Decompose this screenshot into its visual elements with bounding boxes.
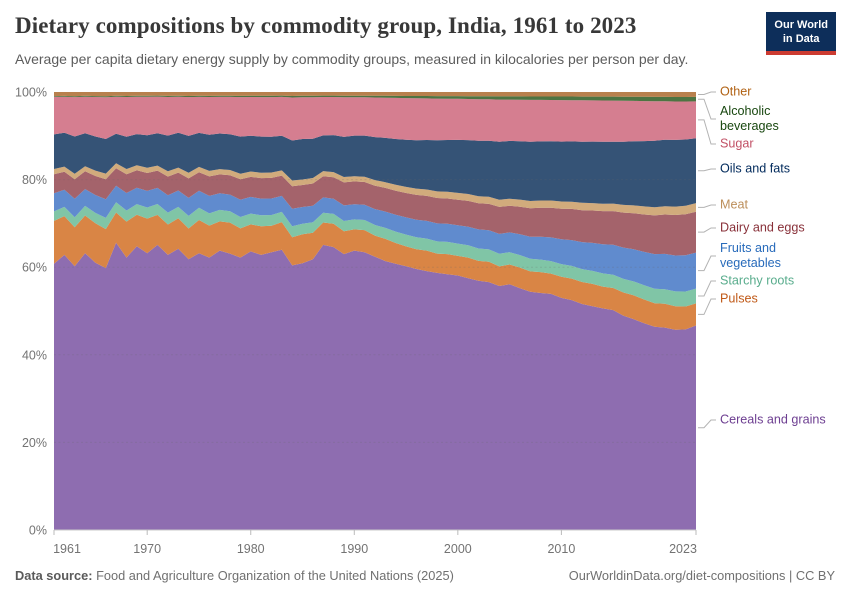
area-other[interactable] xyxy=(54,92,696,97)
data-source-text: Food and Agriculture Organization of the… xyxy=(92,568,454,583)
credit-link[interactable]: OurWorldinData.org/diet-compositions | C… xyxy=(568,568,835,583)
legend-connector-meat xyxy=(698,204,716,208)
x-tick-label-2010: 2010 xyxy=(547,542,575,556)
legend-label-alcoholic-beverages[interactable]: Alcoholic beverages xyxy=(720,104,779,133)
x-tick-label-1990: 1990 xyxy=(340,542,368,556)
y-tick-label-0: 0% xyxy=(29,524,47,538)
legend-label-cereals-and-grains[interactable]: Cereals and grains xyxy=(720,412,826,427)
area-sugar[interactable] xyxy=(54,96,696,142)
owid-logo[interactable]: Our World in Data xyxy=(766,12,836,55)
chart-footer: Data source: Food and Agriculture Organi… xyxy=(15,568,835,583)
legend-label-other[interactable]: Other xyxy=(720,84,752,99)
area-cereals-and-grains[interactable] xyxy=(54,242,696,530)
legend-connector-other xyxy=(698,91,716,95)
area-alcoholic-beverages[interactable] xyxy=(54,95,696,102)
y-tick-label-20: 20% xyxy=(22,436,47,450)
legend-label-fruits-and-vegetables[interactable]: Fruits and vegetables xyxy=(720,241,781,270)
data-source-label: Data source: xyxy=(15,568,93,583)
area-starchy-roots[interactable] xyxy=(54,202,696,307)
legend-label-pulses[interactable]: Pulses xyxy=(720,291,758,306)
x-tick-label-2023: 2023 xyxy=(669,542,697,556)
legend-connector-oils-and-fats xyxy=(698,168,716,172)
area-oils-and-fats[interactable] xyxy=(54,132,696,208)
legend-connector-pulses xyxy=(698,298,716,315)
chart-subtitle: Average per capita dietary energy supply… xyxy=(15,51,689,67)
legend-label-meat[interactable]: Meat xyxy=(720,197,748,212)
x-tick-label-1970: 1970 xyxy=(133,542,161,556)
x-tick-label-1961: 1961 xyxy=(53,542,81,556)
legend-connector-alcoholic-beverages xyxy=(698,98,716,120)
stacked-area-chart: 0% 20% 40% 60% 80% 100% 1961 1970 1980 1990 2000 20… xyxy=(0,80,850,560)
y-tick-label-60: 60% xyxy=(22,261,47,275)
x-tick-label-2000: 2000 xyxy=(444,542,472,556)
area-meat[interactable] xyxy=(54,163,696,216)
legend-label-starchy-roots[interactable]: Starchy roots xyxy=(720,273,795,288)
area-pulses[interactable] xyxy=(54,212,696,330)
legend-label-sugar[interactable]: Sugar xyxy=(720,136,754,151)
legend-connector-starchy-roots xyxy=(698,280,716,297)
data-source-note: Data source: Food and Agriculture Organi… xyxy=(15,568,454,583)
chart-canvas[interactable]: 0% 20% 40% 60% 80% 100% 1961 1970 1980 1990 2000 20… xyxy=(0,80,850,560)
owid-logo-line1: Our World xyxy=(774,19,828,31)
y-tick-label-100: 100% xyxy=(15,86,47,100)
legend-connector-cereals-and-grains xyxy=(698,419,716,429)
x-tick-label-1980: 1980 xyxy=(237,542,265,556)
area-fruits-and-vegetables[interactable] xyxy=(54,185,696,292)
y-tick-label-80: 80% xyxy=(22,173,47,187)
legend-connector-fruits-and-vegetables xyxy=(698,255,716,272)
y-tick-label-40: 40% xyxy=(22,348,47,362)
page-title: Dietary compositions by commodity group,… xyxy=(15,13,637,38)
legend-label-oils-and-fats[interactable]: Oils and fats xyxy=(720,161,790,176)
legend-label-dairy-and-eggs[interactable]: Dairy and eggs xyxy=(720,220,805,235)
area-dairy-and-eggs[interactable] xyxy=(54,168,696,256)
legend-connector-dairy-and-eggs xyxy=(698,227,716,233)
owid-logo-line2: in Data xyxy=(782,33,820,46)
legend-connector-sugar xyxy=(698,119,716,145)
